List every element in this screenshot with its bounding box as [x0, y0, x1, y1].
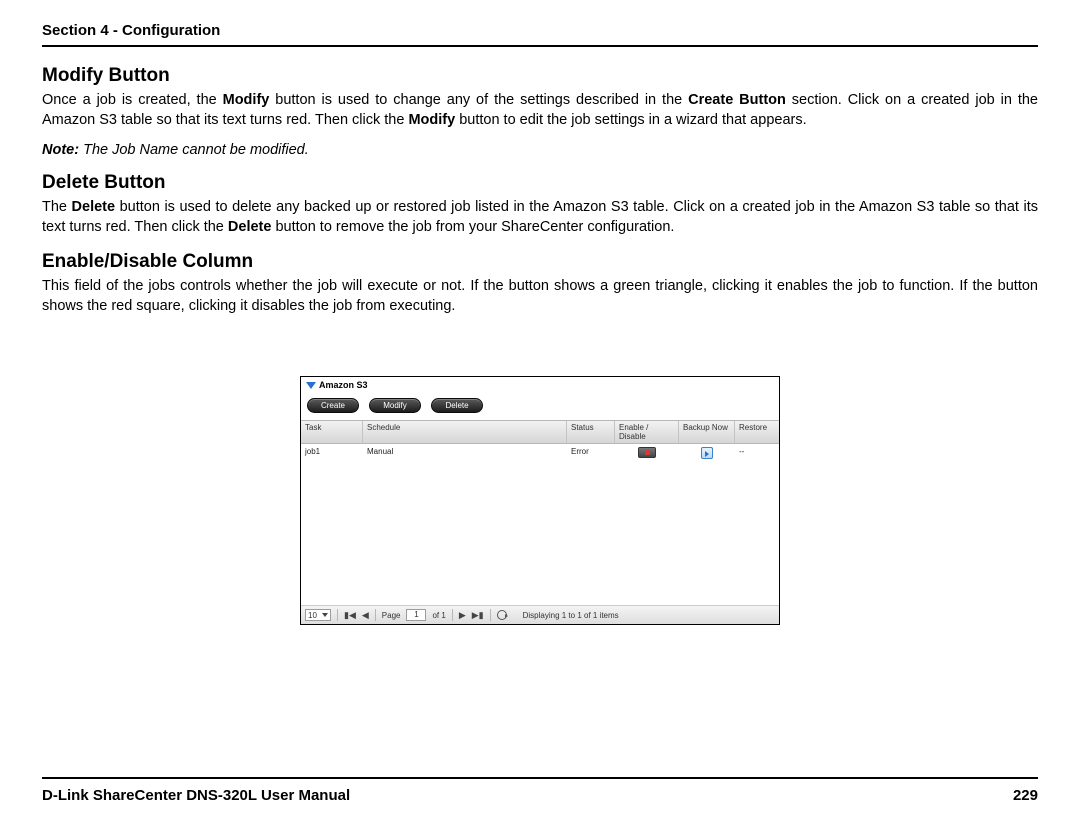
modify-paragraph: Once a job is created, the Modify button…: [42, 91, 1038, 130]
pager-last-icon[interactable]: ▶▮: [472, 610, 484, 621]
col-header-restore[interactable]: Restore: [735, 421, 779, 443]
text-fragment: button to edit the job settings in a wiz…: [455, 112, 806, 128]
cell-status: Error: [567, 447, 615, 456]
panel-toolbar: Create Modify Delete: [301, 394, 779, 420]
pager-prev-icon[interactable]: ◀: [362, 610, 369, 621]
table-row[interactable]: job1 Manual Error --: [301, 444, 779, 464]
col-header-backup-now[interactable]: Backup Now: [679, 421, 735, 443]
cell-restore: --: [735, 447, 779, 456]
panel-title: Amazon S3: [319, 380, 368, 390]
disable-button[interactable]: [638, 447, 656, 458]
footer-page-number: 229: [1013, 787, 1038, 804]
pager-status: Displaying 1 to 1 of 1 items: [523, 611, 619, 620]
dropdown-icon: [322, 613, 328, 617]
text-fragment: button to remove the job from your Share…: [271, 219, 674, 235]
pager-first-icon[interactable]: ▮◀: [344, 610, 356, 621]
text-bold: Modify: [408, 112, 455, 128]
amazon-s3-panel: Amazon S3 Create Modify Delete Task Sche…: [300, 376, 780, 625]
cell-task: job1: [301, 447, 363, 456]
cell-enable-disable: [615, 447, 679, 458]
collapse-icon: [306, 382, 316, 389]
stop-icon: [645, 450, 650, 455]
footer-title: D-Link ShareCenter DNS-320L User Manual: [42, 787, 350, 804]
delete-paragraph: The Delete button is used to delete any …: [42, 198, 1038, 237]
separator: [490, 609, 491, 621]
modify-note: Note: The Job Name cannot be modified.: [42, 142, 1038, 158]
pager-bar: 10 ▮◀ ◀ Page 1 of 1 ▶ ▶▮ Displaying 1 to…: [301, 606, 779, 624]
enable-heading: Enable/Disable Column: [42, 251, 1038, 273]
cell-schedule: Manual: [363, 447, 567, 456]
page-size-select[interactable]: 10: [305, 609, 331, 621]
page-size-value: 10: [308, 611, 317, 620]
text-fragment: Once a job is created, the: [42, 92, 223, 108]
pager-next-icon[interactable]: ▶: [459, 610, 466, 621]
text-bold: Create Button: [688, 92, 786, 108]
note-text: The Job Name cannot be modified.: [79, 142, 309, 158]
separator: [337, 609, 338, 621]
col-header-enable-disable[interactable]: Enable / Disable: [615, 421, 679, 443]
page-footer: D-Link ShareCenter DNS-320L User Manual …: [42, 777, 1038, 804]
modify-heading: Modify Button: [42, 65, 1038, 87]
refresh-icon[interactable]: [497, 610, 507, 620]
page-of-label: of 1: [432, 611, 445, 620]
page-label: Page: [382, 611, 401, 620]
create-button[interactable]: Create: [307, 398, 359, 413]
text-fragment: The: [42, 199, 72, 215]
note-label: Note:: [42, 142, 79, 158]
page-input[interactable]: 1: [406, 609, 426, 621]
backup-now-button[interactable]: [701, 447, 713, 459]
panel-titlebar[interactable]: Amazon S3: [301, 377, 779, 394]
table-body: job1 Manual Error --: [301, 444, 779, 606]
col-header-status[interactable]: Status: [567, 421, 615, 443]
cell-backup-now: [679, 447, 735, 459]
delete-heading: Delete Button: [42, 172, 1038, 194]
section-header: Section 4 - Configuration: [42, 22, 1038, 47]
table-header: Task Schedule Status Enable / Disable Ba…: [301, 420, 779, 444]
text-fragment: button is used to change any of the sett…: [269, 92, 688, 108]
modify-button[interactable]: Modify: [369, 398, 421, 413]
text-bold: Delete: [228, 219, 272, 235]
col-header-schedule[interactable]: Schedule: [363, 421, 567, 443]
col-header-task[interactable]: Task: [301, 421, 363, 443]
text-bold: Modify: [223, 92, 270, 108]
enable-paragraph: This field of the jobs controls whether …: [42, 277, 1038, 316]
separator: [452, 609, 453, 621]
separator: [375, 609, 376, 621]
text-bold: Delete: [72, 199, 116, 215]
delete-button[interactable]: Delete: [431, 398, 483, 413]
